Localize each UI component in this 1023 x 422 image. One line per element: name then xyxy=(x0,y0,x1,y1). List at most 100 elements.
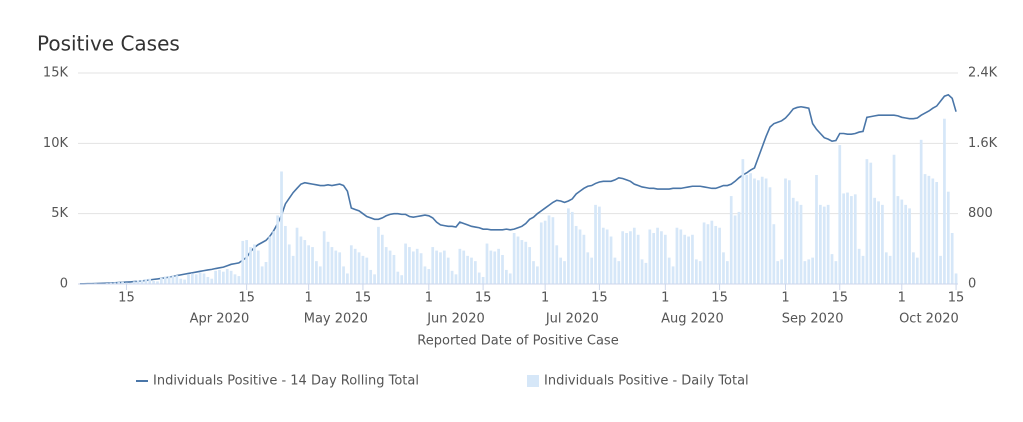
bar xyxy=(233,274,237,284)
bar xyxy=(722,252,725,284)
bar xyxy=(187,274,190,284)
bar xyxy=(462,250,466,284)
bar xyxy=(760,176,764,284)
bar xyxy=(342,266,345,284)
bar xyxy=(578,229,582,284)
bar xyxy=(772,224,776,284)
bar xyxy=(881,204,884,284)
bar xyxy=(338,252,342,284)
bar xyxy=(621,231,625,284)
bar xyxy=(609,236,613,284)
bar xyxy=(241,240,245,284)
bar xyxy=(904,204,908,284)
bar xyxy=(536,266,539,284)
x-tick-label: 1 xyxy=(541,291,549,306)
bar xyxy=(873,197,877,284)
bar xyxy=(912,252,915,284)
bar xyxy=(419,253,423,284)
bar xyxy=(923,174,927,284)
bar xyxy=(745,174,749,284)
bar xyxy=(528,247,531,284)
bar xyxy=(702,222,706,284)
bar xyxy=(582,234,586,284)
bar xyxy=(415,248,419,284)
bar xyxy=(687,236,690,284)
x-tick-label: 15 xyxy=(591,291,608,306)
bar xyxy=(493,251,497,284)
bar xyxy=(675,227,679,284)
bar xyxy=(287,244,291,284)
bar xyxy=(749,173,752,284)
bar xyxy=(807,259,811,284)
x-month-label: Jul 2020 xyxy=(545,312,599,327)
bar xyxy=(210,278,214,284)
bar xyxy=(229,270,233,284)
bar xyxy=(377,226,380,284)
bar xyxy=(846,192,849,284)
x-tick-label: 1 xyxy=(305,291,313,306)
bar xyxy=(152,280,155,284)
bar xyxy=(214,270,217,284)
bar xyxy=(799,204,803,284)
bar xyxy=(598,206,601,284)
x-tick-label: 15 xyxy=(238,291,255,306)
bar xyxy=(819,204,822,284)
bar xyxy=(156,281,159,284)
bar xyxy=(931,178,935,284)
legend-label: Individuals Positive - 14 Day Rolling To… xyxy=(153,374,419,389)
bar xyxy=(256,250,260,284)
bar xyxy=(198,272,202,284)
bar xyxy=(520,240,524,284)
bar xyxy=(656,227,659,284)
bar xyxy=(826,204,830,284)
y-tick-label: 15K xyxy=(43,66,69,81)
bar xyxy=(683,234,687,284)
bar xyxy=(547,215,551,284)
bar xyxy=(842,193,845,284)
bar xyxy=(543,220,547,284)
bar xyxy=(803,261,807,284)
bar xyxy=(725,261,729,284)
x-tick-label: 15 xyxy=(831,291,848,306)
bar xyxy=(501,254,504,284)
bar xyxy=(877,201,880,284)
bar xyxy=(183,279,186,284)
bar xyxy=(159,277,163,284)
bar xyxy=(400,275,404,284)
bar xyxy=(113,282,117,284)
bar xyxy=(334,250,338,284)
bar xyxy=(396,271,400,284)
bar xyxy=(954,273,958,284)
bar xyxy=(943,118,946,284)
bar xyxy=(644,262,648,284)
legend-swatch xyxy=(527,375,539,387)
bar xyxy=(892,154,896,284)
bar xyxy=(861,255,865,284)
bar xyxy=(384,247,388,284)
bar xyxy=(648,229,652,284)
bar xyxy=(896,196,900,284)
bar xyxy=(811,257,814,284)
bar xyxy=(191,273,194,284)
bar xyxy=(249,247,252,284)
bar xyxy=(307,245,311,284)
bar xyxy=(636,234,640,284)
x-tick-label: 15 xyxy=(118,291,135,306)
bar xyxy=(512,233,516,284)
y2-tick-label: 800 xyxy=(968,206,993,221)
bar xyxy=(939,255,942,284)
bar xyxy=(140,280,144,284)
bar xyxy=(679,229,683,284)
bar xyxy=(551,217,555,284)
bar xyxy=(784,178,787,284)
bar xyxy=(539,222,543,284)
x-tick-label: 1 xyxy=(425,291,433,306)
bar xyxy=(423,266,427,284)
bar xyxy=(268,236,272,284)
bar xyxy=(919,139,923,284)
bar xyxy=(900,199,904,284)
bar xyxy=(698,261,702,284)
bar xyxy=(299,236,303,284)
bar xyxy=(718,227,721,284)
